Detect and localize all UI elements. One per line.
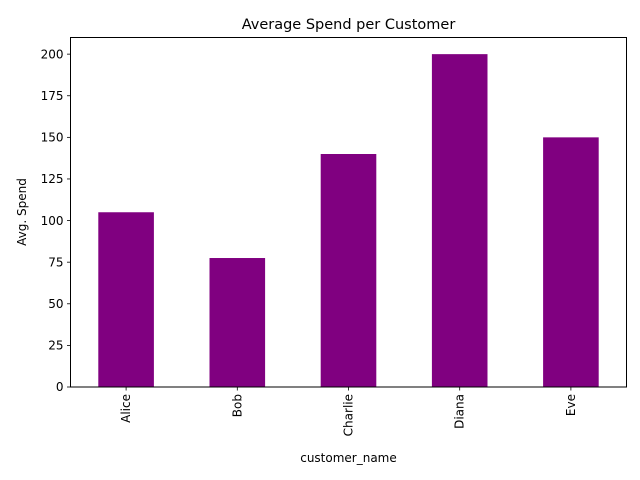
y-tick-label: 200 [41, 47, 64, 61]
x-tick-label: Bob [230, 394, 244, 417]
x-tick-label: Eve [564, 394, 578, 416]
y-tick-label: 175 [41, 89, 64, 103]
y-tick-label: 75 [48, 255, 63, 269]
bar-charlie [320, 154, 377, 387]
bar-bob [209, 258, 266, 387]
y-axis: 0 25 50 75 100 125 150 175 200 [41, 47, 71, 394]
bar-eve [543, 137, 599, 387]
y-tick-label: 100 [41, 214, 64, 228]
y-tick-label: 25 [48, 339, 63, 353]
y-tick-label: 125 [41, 172, 64, 186]
x-axis: Alice Bob Charlie Diana Eve [119, 387, 578, 436]
bar-diana [431, 54, 488, 388]
bars-group [98, 54, 599, 388]
y-tick-label: 50 [48, 297, 63, 311]
x-axis-label: customer_name [300, 451, 397, 465]
x-tick-label: Charlie [342, 394, 356, 436]
chart-title: Average Spend per Customer [242, 17, 456, 33]
bar-alice [98, 212, 154, 387]
y-axis-label: Avg. Spend [15, 178, 29, 246]
y-tick-label: 150 [41, 131, 64, 145]
y-tick-label: 0 [56, 380, 64, 394]
x-tick-label: Alice [119, 394, 133, 423]
x-tick-label: Diana [453, 394, 467, 429]
plot-frame [70, 37, 627, 388]
